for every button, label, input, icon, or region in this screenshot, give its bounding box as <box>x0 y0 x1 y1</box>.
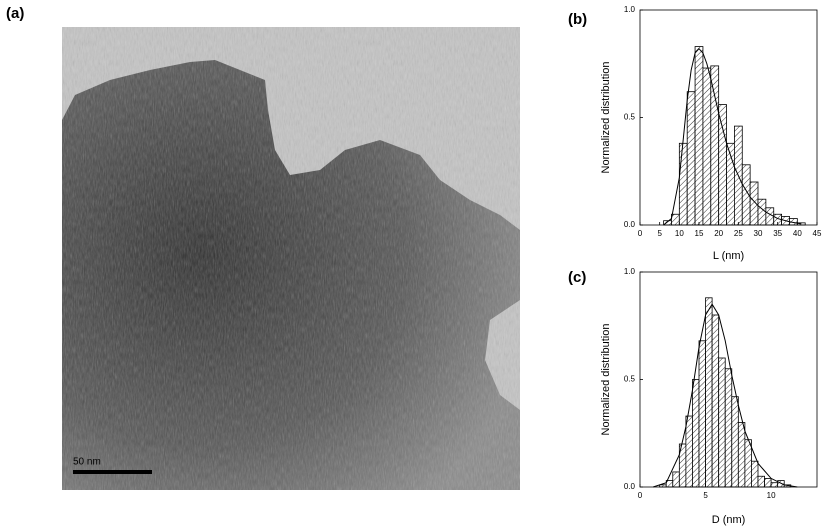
x-axis-label: D (nm) <box>712 514 746 526</box>
scale-bar-label: 50 nm <box>73 457 101 468</box>
x-tick-label: 15 <box>695 229 704 238</box>
histogram-bar <box>757 198 767 226</box>
panel-label: (c) <box>568 269 586 286</box>
histogram-bar <box>705 297 713 488</box>
histogram-bar <box>718 357 726 488</box>
x-tick-label: 0 <box>638 229 643 238</box>
y-axis-label: Normalized distribution <box>600 62 612 174</box>
histogram-bar <box>751 460 759 488</box>
fit-curve <box>652 303 798 488</box>
y-tick-label: 1.0 <box>624 267 636 276</box>
panel-label: (a) <box>6 5 24 22</box>
fit-curve <box>663 47 802 226</box>
histogram-bar <box>698 340 706 488</box>
histogram-bar <box>718 104 727 226</box>
x-tick-label: 0 <box>638 491 643 500</box>
histogram-bar <box>711 314 720 488</box>
x-tick-label: 20 <box>714 229 723 238</box>
x-tick-label: 40 <box>793 229 802 238</box>
y-tick-label: 0.5 <box>624 375 636 384</box>
histogram-bar <box>678 142 688 226</box>
x-axis-label: L (nm) <box>713 250 744 262</box>
panel-label: (b) <box>568 11 587 28</box>
x-tick-label: 5 <box>703 491 708 500</box>
x-tick-label: 5 <box>657 229 662 238</box>
histogram-bar <box>744 439 752 488</box>
histogram-bar <box>770 482 779 488</box>
y-tick-label: 0.0 <box>624 482 636 491</box>
histogram-bar <box>731 396 739 488</box>
histogram-bar <box>686 91 696 226</box>
x-tick-label: 45 <box>813 229 822 238</box>
tem-image <box>62 27 520 490</box>
x-tick-label: 25 <box>734 229 743 238</box>
x-tick-label: 35 <box>773 229 782 238</box>
histogram-bar <box>724 368 733 488</box>
x-tick-label: 30 <box>754 229 763 238</box>
histogram-bar <box>672 471 680 488</box>
histogram-bar <box>749 181 759 226</box>
histogram-bar <box>765 207 775 226</box>
y-tick-label: 0.0 <box>624 220 636 229</box>
y-tick-label: 0.5 <box>624 113 636 122</box>
histogram-bar <box>737 422 746 488</box>
y-tick-label: 1.0 <box>624 5 636 14</box>
histogram-bar <box>710 65 720 226</box>
histogram-bar <box>692 379 700 488</box>
x-tick-label: 10 <box>767 491 776 500</box>
histogram-bar <box>694 46 704 226</box>
histogram-bar <box>685 415 693 488</box>
histogram-bar <box>671 213 680 226</box>
x-tick-label: 10 <box>675 229 684 238</box>
histogram-bar <box>757 475 765 488</box>
y-axis-label: Normalized distribution <box>600 324 612 436</box>
histogram-bar <box>764 477 772 488</box>
histogram-bar <box>702 67 712 226</box>
